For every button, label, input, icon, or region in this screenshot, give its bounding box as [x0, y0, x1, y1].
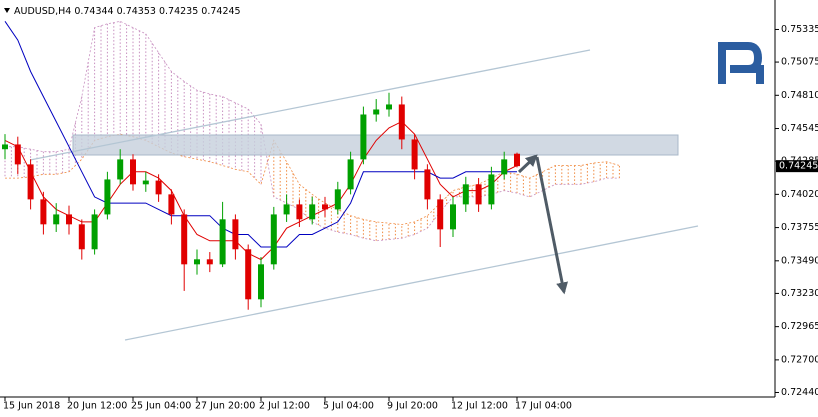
y-tick-label: 0.73230: [781, 288, 818, 299]
y-tick-label: 0.74020: [781, 189, 818, 200]
candle-body: [386, 104, 392, 110]
candle-body: [258, 264, 264, 300]
candle-body: [347, 159, 354, 190]
candle-body: [206, 259, 213, 265]
candle-body: [168, 194, 175, 215]
candle-body: [424, 169, 431, 200]
x-tick-label: 2 Jul 12:00: [259, 401, 310, 412]
candle-body: [501, 159, 508, 175]
x-tick-label: 27 Jun 20:00: [195, 401, 255, 412]
candle-body: [66, 214, 72, 225]
y-tick-label: 0.74810: [781, 90, 818, 101]
candle-body: [309, 204, 316, 220]
channel-upper: [29, 49, 591, 161]
candle-body: [334, 189, 341, 210]
candle-body: [117, 159, 124, 180]
symbol: AUDUSD,H4: [14, 6, 71, 17]
x-tick-label: 25 Jun 04:00: [131, 401, 191, 412]
candle-body: [270, 214, 277, 265]
candle-body: [14, 144, 21, 165]
indicator-line: [4, 21, 517, 248]
candle-body: [488, 174, 495, 205]
chart-header: AUDUSD,H4 0.74344 0.74353 0.74235 0.7424…: [14, 6, 241, 17]
x-tick-label: 15 Jun 2018: [3, 401, 60, 412]
current-price-label: 0.74245: [779, 161, 818, 172]
x-tick-label: 9 Jul 20:00: [387, 401, 438, 412]
candle-body: [104, 179, 111, 215]
candle-body: [360, 114, 367, 160]
candle-body: [398, 104, 405, 140]
candle-body: [296, 204, 303, 220]
y-tick-label: 0.75335: [781, 24, 818, 35]
broker-logo: [718, 42, 764, 84]
high: 0.74353: [117, 6, 156, 17]
y-tick-label: 0.72700: [781, 354, 818, 365]
y-tick-label: 0.75075: [781, 57, 818, 68]
resistance-zone: [72, 134, 679, 156]
candle-body: [194, 259, 200, 265]
cloud-span: [5, 133, 620, 225]
x-tick-label: 12 Jul 12:00: [451, 401, 508, 412]
current-price-box: [776, 160, 818, 173]
candle-body: [40, 199, 47, 225]
candle-body: [78, 224, 85, 250]
candle-body: [155, 180, 162, 195]
y-tick-label: 0.72440: [781, 387, 818, 398]
candle-body: [27, 164, 34, 200]
y-tick-label: 0.74545: [781, 123, 818, 134]
y-tick-label: 0.73490: [781, 255, 818, 266]
forecast-arrow-down: [535, 156, 569, 295]
candle-body: [91, 214, 98, 250]
candle-body: [450, 204, 456, 230]
close: 0.74245: [201, 6, 240, 17]
candle-layer: [2, 92, 520, 310]
candle-body: [373, 109, 380, 115]
candle-body: [514, 153, 520, 167]
candle-body: [462, 184, 469, 205]
candle-body: [219, 219, 226, 265]
y-tick-label: 0.73755: [781, 222, 818, 233]
channel-lower: [124, 225, 699, 341]
candle-body: [142, 180, 149, 185]
y-tick-label: 0.72965: [781, 321, 818, 332]
candle-body: [283, 204, 290, 215]
low: 0.74235: [159, 6, 198, 17]
candle-body: [130, 159, 136, 185]
x-tick-label: 5 Jul 04:00: [323, 401, 374, 412]
menu-triangle: [4, 8, 10, 13]
x-tick-label: 17 Jul 04:00: [515, 401, 572, 412]
x-tick-label: 20 Jun 12:00: [67, 401, 127, 412]
candle-body: [245, 249, 252, 300]
candle-body: [437, 199, 444, 230]
forecast-arrow-up: [517, 154, 538, 174]
candle-body: [181, 214, 188, 265]
candle-body: [232, 219, 239, 250]
axis-layer: 0.753350.750750.748100.745450.742850.740…: [3, 24, 818, 412]
candle-body: [322, 204, 328, 210]
candle-body: [411, 139, 418, 170]
open: 0.74344: [74, 6, 113, 17]
candle-body: [2, 144, 8, 150]
candle-body: [53, 214, 60, 225]
candle-body: [475, 184, 482, 205]
